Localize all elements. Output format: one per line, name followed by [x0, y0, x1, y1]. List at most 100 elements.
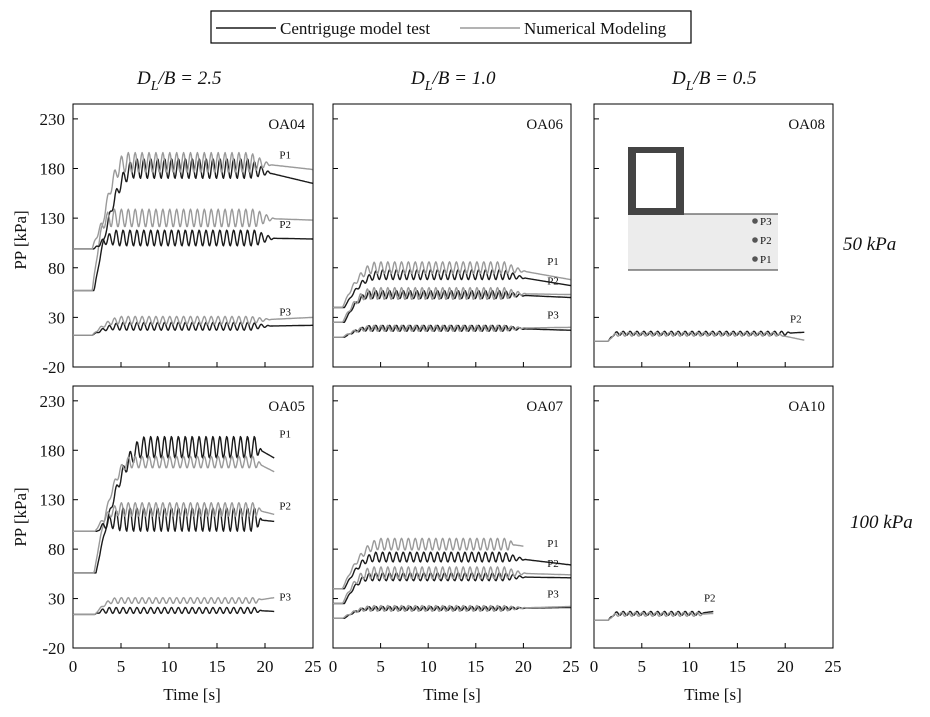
panel-id: OA06: [526, 117, 563, 133]
x-tick-label: 0: [69, 657, 78, 676]
panel-oa06: OA06 P1 P2 P3: [332, 103, 572, 368]
x-tick-label: 5: [376, 657, 385, 676]
x-tick-label: 20: [777, 657, 794, 676]
series-line-numerical: [594, 611, 714, 621]
panel-oa04: 230 180 130 80 30 -20 OA04 P1 P2 P3: [40, 103, 314, 377]
inset-label-p2: P2: [760, 235, 772, 247]
x-tick-label: 5: [117, 657, 126, 676]
x-tick-label: 20: [257, 657, 274, 676]
x-tick-label: 15: [729, 657, 746, 676]
series-line-test: [333, 551, 571, 590]
legend-label-test: Centriguge model test: [280, 19, 430, 38]
x-tick-label: 25: [305, 657, 322, 676]
series-line-numerical: [333, 286, 571, 323]
series-label: P1: [547, 538, 559, 550]
xlabel-3: Time [s]: [684, 685, 741, 704]
series-label: P1: [279, 150, 291, 162]
series-label: P2: [704, 593, 716, 605]
series-label: P1: [279, 428, 291, 440]
legend-box: [210, 10, 692, 44]
series-line-numerical: [73, 455, 275, 574]
series-line-test: [73, 321, 313, 336]
inset-frame-right: [676, 147, 684, 213]
panel-oa07: 0 5 10 15 20 25 OA07 P1 P2 P3: [329, 385, 580, 676]
series-label: P3: [279, 592, 291, 604]
series-line-numerical: [333, 566, 571, 605]
series-line-test: [73, 435, 275, 574]
inset-sensor-p3: [752, 218, 758, 224]
inset-frame-top: [628, 147, 684, 153]
panel-id: OA08: [788, 117, 825, 133]
panel-frame: [332, 385, 572, 649]
series-label: P2: [790, 313, 802, 325]
inset-label-p3: P3: [760, 216, 772, 228]
x-tick-label: 15: [467, 657, 484, 676]
series-line-test: [333, 269, 571, 309]
series-label: P3: [547, 309, 559, 321]
panels: 2301801308030-20OA04P1P2P3OA06P1P2P3OA08…: [40, 103, 842, 676]
series-label: P2: [279, 501, 291, 513]
xlabel-2: Time [s]: [423, 685, 480, 704]
inset-frame-left: [628, 147, 636, 213]
col-title-2: DL/B = 1.0: [410, 68, 496, 94]
series-line-test: [73, 229, 313, 250]
series-line-numerical: [333, 261, 571, 309]
xlabel-1: Time [s]: [163, 685, 220, 704]
panel-oa10: 0 5 10 15 20 25 OA10 P2: [590, 385, 842, 676]
series-line-test: [333, 289, 571, 323]
series-line-test: [73, 606, 275, 616]
panel-frame: [72, 385, 314, 649]
panel-frame: [72, 103, 314, 368]
series-line-numerical: [333, 324, 571, 338]
y-tick-label: 30: [48, 590, 65, 609]
x-tick-label: 10: [420, 657, 437, 676]
x-tick-label: 25: [563, 657, 580, 676]
x-tick-label: 10: [681, 657, 698, 676]
y-tick-label: 180: [40, 160, 66, 179]
panel-oa08: OA08 P2: [593, 103, 834, 368]
series-line-numerical: [73, 315, 313, 336]
series-line-numerical: [594, 331, 805, 342]
panel-frame: [332, 103, 572, 368]
inset-schematic: P3 P2 P1: [628, 147, 778, 271]
x-tick-label: 0: [590, 657, 599, 676]
col-title-1: DL/B = 2.5: [136, 68, 222, 94]
series-label: P2: [547, 558, 559, 570]
series-line-numerical: [73, 151, 313, 292]
series-line-numerical: [73, 208, 313, 250]
panel-oa05: 230 180 130 80 30 -200 5 10 15 20 25 OA05 P1 P2 P3: [40, 385, 322, 676]
series-line-numerical: [333, 604, 571, 619]
panel-id: OA05: [268, 399, 305, 415]
series-line-numerical: [333, 537, 524, 590]
panel-frame: [593, 385, 834, 649]
ylabel-bottom: PP [kPa]: [11, 487, 30, 546]
panel-frame: [593, 103, 834, 368]
y-tick-label: -20: [42, 639, 65, 658]
x-tick-label: 0: [329, 657, 338, 676]
series-line-numerical: [73, 502, 275, 532]
panel-id: OA07: [526, 399, 563, 415]
y-tick-label: 180: [40, 441, 66, 460]
inset-label-p1: P1: [760, 254, 772, 266]
row-label-2: 100 kPa: [850, 512, 913, 533]
y-tick-label: 80: [48, 259, 65, 278]
row-label-1: 50 kPa: [843, 234, 896, 255]
legend-label-num: Numerical Modeling: [524, 19, 667, 38]
x-tick-label: 15: [209, 657, 226, 676]
x-tick-label: 10: [161, 657, 178, 676]
y-tick-label: 130: [40, 209, 66, 228]
series-line-test: [73, 158, 313, 292]
x-tick-label: 25: [825, 657, 842, 676]
inset-sensor-p1: [752, 256, 758, 262]
legend: Centriguge model test Numerical Modeling: [210, 10, 692, 44]
series-label: P1: [547, 256, 559, 268]
col-title-3: DL/B = 0.5: [671, 68, 757, 94]
y-tick-label: 230: [40, 110, 66, 129]
y-tick-label: 30: [48, 308, 65, 327]
y-tick-label: 80: [48, 540, 65, 559]
panel-id: OA04: [268, 117, 305, 133]
series-label: P2: [547, 276, 559, 288]
x-tick-label: 5: [638, 657, 647, 676]
x-tick-label: 20: [515, 657, 532, 676]
